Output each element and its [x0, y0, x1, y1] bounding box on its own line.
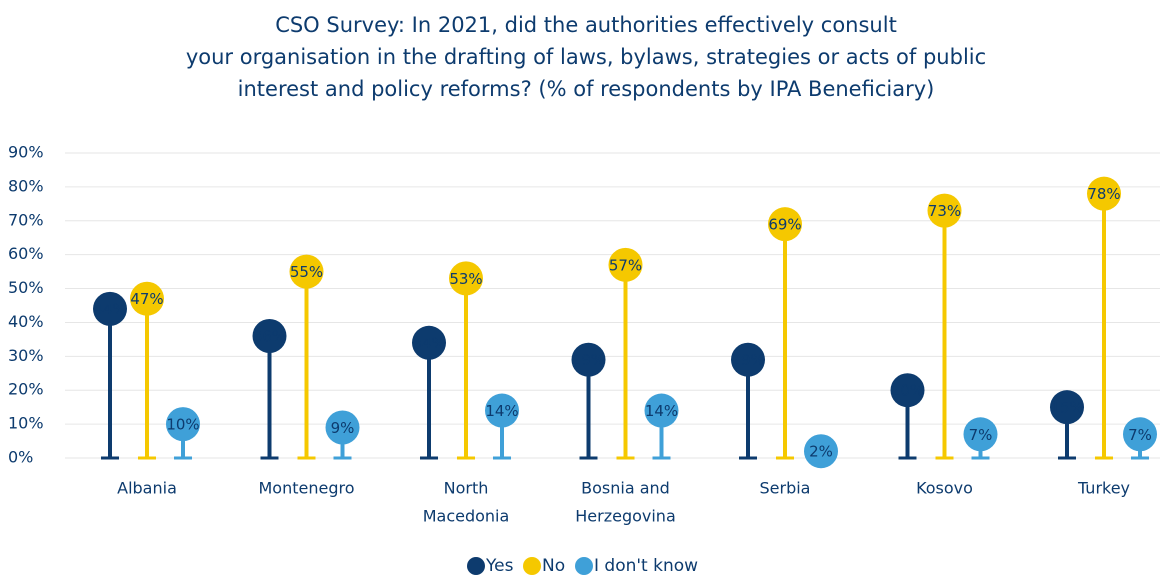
data-label: 34%: [412, 334, 445, 352]
data-label: 14%: [645, 402, 678, 420]
data-label: 73%: [928, 202, 961, 220]
x-tick-label: Albania: [117, 479, 177, 498]
data-label: 36%: [253, 328, 286, 346]
marker: [571, 342, 606, 377]
chart-title: CSO Survey: In 2021, did the authorities…: [275, 13, 897, 37]
marker: [890, 373, 925, 408]
x-tick-label: Macedonia: [423, 507, 510, 526]
marker: [485, 393, 519, 428]
marker: [130, 281, 164, 316]
y-tick-label: 70%: [8, 210, 44, 229]
lollipop: 47%: [130, 281, 164, 460]
x-tick-label: Bosnia and: [581, 479, 670, 498]
x-tick-label: Herzegovina: [575, 507, 676, 526]
legend-swatch: [575, 557, 593, 575]
data-label: 29%: [731, 351, 764, 369]
data-label: 57%: [609, 256, 642, 274]
chart-title: interest and policy reforms? (% of respo…: [238, 77, 935, 101]
marker: [325, 410, 360, 445]
marker: [449, 261, 483, 296]
x-tick-label: Serbia: [760, 479, 811, 498]
marker: [768, 207, 802, 242]
lollipop: 20%: [890, 373, 925, 460]
data-label: 14%: [485, 402, 518, 420]
legend-label: I don't know: [594, 556, 698, 576]
lollipop: 29%: [731, 342, 765, 460]
marker: [412, 325, 446, 360]
lollipop: 36%: [252, 319, 287, 460]
marker: [804, 434, 838, 469]
data-label: 55%: [290, 263, 323, 281]
data-label: 29%: [572, 351, 605, 369]
data-label: 53%: [449, 270, 482, 288]
lollipop: 10%: [166, 407, 200, 460]
lollipop: 14%: [485, 393, 519, 460]
legend-label: Yes: [485, 556, 514, 576]
marker: [731, 342, 765, 377]
lollipop: 2%: [804, 434, 838, 469]
marker: [252, 319, 287, 353]
legend-swatch: [467, 557, 485, 575]
data-label: 47%: [130, 290, 163, 308]
data-label: 7%: [1128, 426, 1152, 444]
y-tick-label: 20%: [8, 380, 44, 399]
y-tick-label: 60%: [8, 244, 44, 263]
data-label: 20%: [891, 382, 924, 400]
x-tick-label: Turkey: [1077, 479, 1130, 498]
marker: [963, 417, 998, 452]
lollipop: 14%: [644, 393, 679, 460]
lollipop: 7%: [963, 417, 998, 460]
lollipop: 57%: [608, 247, 643, 460]
y-tick-label: 90%: [8, 143, 44, 162]
lollipop: 44%: [93, 291, 127, 460]
lollipop: 29%: [571, 342, 606, 460]
lollipop: 9%: [325, 410, 360, 460]
lollipop: 53%: [449, 261, 483, 460]
marker: [1123, 417, 1157, 452]
lollipop: 78%: [1087, 176, 1121, 460]
data-label: 9%: [331, 419, 355, 437]
data-label: 15%: [1050, 399, 1083, 417]
chart-title: your organisation in the drafting of law…: [186, 45, 986, 69]
y-tick-label: 10%: [8, 414, 44, 433]
y-tick-label: 80%: [8, 176, 44, 195]
x-tick-label: Kosovo: [916, 479, 973, 498]
data-label: 10%: [166, 416, 199, 434]
data-label: 44%: [93, 300, 126, 318]
marker: [927, 193, 962, 228]
y-tick-label: 40%: [8, 312, 44, 331]
data-label: 69%: [768, 216, 801, 234]
data-label: 78%: [1087, 185, 1120, 203]
marker: [1087, 176, 1121, 211]
lollipop: 15%: [1050, 390, 1084, 460]
y-tick-label: 30%: [8, 346, 44, 365]
lollipop: 69%: [768, 207, 802, 460]
y-tick-label: 0%: [8, 448, 33, 467]
marker: [644, 393, 679, 428]
legend-label: No: [542, 556, 565, 576]
lollipop: 55%: [289, 254, 324, 460]
data-label: 2%: [809, 443, 833, 461]
legend-swatch: [523, 557, 541, 575]
marker: [1050, 390, 1084, 425]
marker: [166, 407, 200, 442]
marker: [93, 291, 127, 326]
lollipop: 34%: [412, 325, 446, 460]
lollipop: 73%: [927, 193, 962, 460]
x-tick-label: North: [444, 479, 489, 498]
marker: [289, 254, 324, 289]
x-tick-label: Montenegro: [258, 479, 354, 498]
marker: [608, 247, 643, 282]
y-tick-label: 50%: [8, 278, 44, 297]
data-label: 7%: [969, 426, 993, 444]
lollipop: 7%: [1123, 417, 1157, 460]
